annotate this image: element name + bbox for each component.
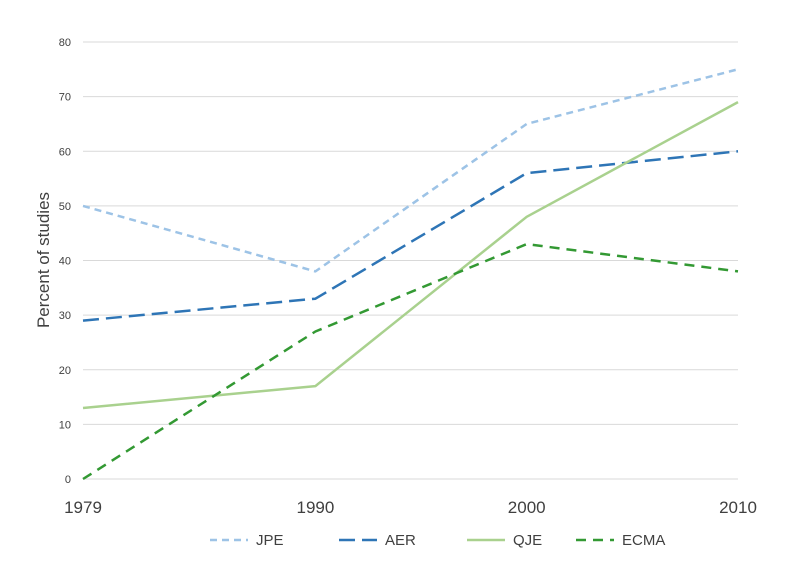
y-tick-label: 10 — [59, 419, 71, 431]
legend-label-aer: AER — [385, 532, 416, 549]
legend-label-ecma: ECMA — [622, 532, 665, 549]
series-line-jpe — [82, 68, 739, 273]
y-tick-label: 0 — [65, 474, 71, 486]
x-axis-ticks: 1979 1990 2000 2010 — [64, 498, 757, 517]
y-tick-label: 70 — [59, 92, 71, 104]
series-line-ecma — [82, 242, 739, 481]
y-tick-label: 20 — [59, 365, 71, 377]
legend-label-jpe: JPE — [256, 532, 284, 549]
x-tick-label: 2010 — [719, 498, 757, 517]
series-line-aer — [82, 150, 739, 322]
y-tick-label: 80 — [59, 37, 71, 49]
legend-label-qje: QJE — [513, 532, 542, 549]
legend: JPE AER QJE ECMA — [210, 532, 665, 549]
gridlines — [83, 41, 738, 480]
y-axis-label: Percent of studies — [34, 192, 53, 328]
x-tick-label: 1979 — [64, 498, 102, 517]
series-lines — [82, 68, 739, 481]
x-tick-label: 1990 — [297, 498, 335, 517]
y-tick-label: 60 — [59, 146, 71, 158]
y-axis-ticks: 0 10 20 30 40 50 60 70 80 — [59, 37, 71, 486]
x-tick-label: 2000 — [508, 498, 546, 517]
y-tick-label: 30 — [59, 310, 71, 322]
series-line-qje — [82, 101, 739, 410]
y-tick-label: 40 — [59, 256, 71, 268]
y-tick-label: 50 — [59, 201, 71, 213]
